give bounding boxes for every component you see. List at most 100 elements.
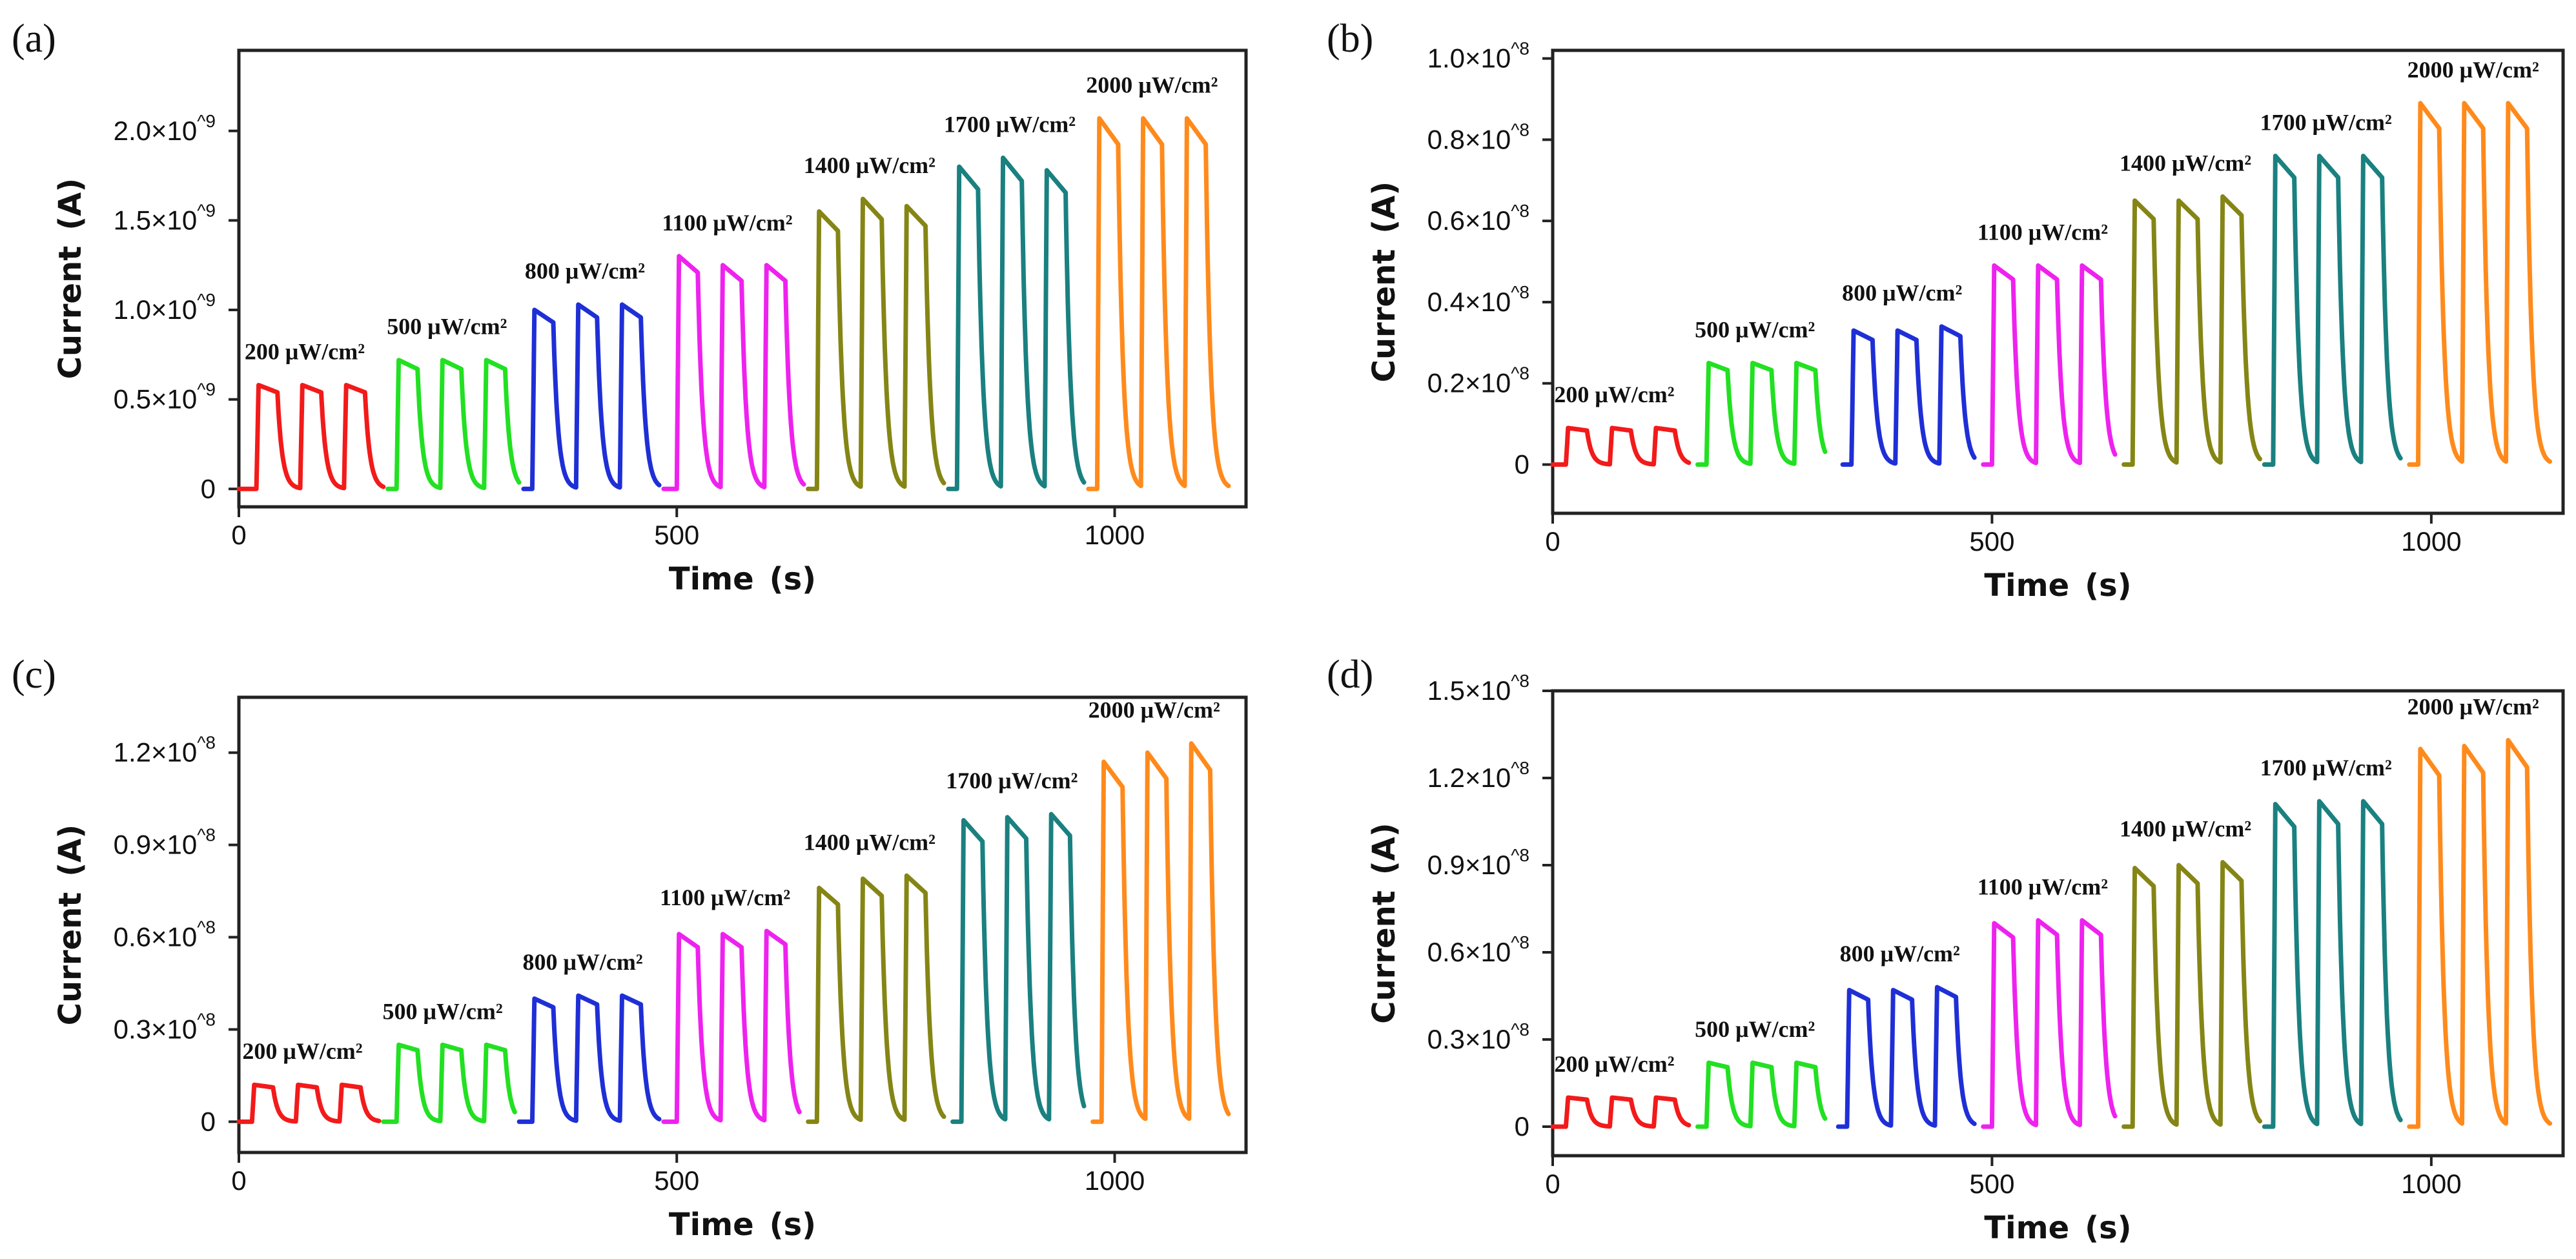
series-annotation-500: 500 μW/cm² bbox=[387, 314, 507, 340]
series-line-500 bbox=[1695, 360, 1828, 467]
series-line-500 bbox=[385, 358, 522, 491]
y-tick-label: 1.2×10^8 bbox=[1427, 758, 1529, 793]
x-tick-label: 1000 bbox=[1085, 1165, 1145, 1196]
series-annotation-1700: 1700 μW/cm² bbox=[944, 111, 1076, 137]
series-annotation-800: 800 μW/cm² bbox=[523, 949, 643, 975]
x-tick-label: 0 bbox=[1545, 526, 1560, 557]
y-tick-label: 1.0×10^9 bbox=[114, 290, 216, 325]
y-axis-title: Current (A) bbox=[52, 824, 88, 1025]
series-line-500 bbox=[381, 1042, 517, 1124]
series-line-200 bbox=[236, 1082, 382, 1124]
series-annotation-1100: 1100 μW/cm² bbox=[1978, 219, 2108, 245]
series-annotation-800: 800 μW/cm² bbox=[1840, 941, 1960, 967]
series-annotation-500: 500 μW/cm² bbox=[382, 998, 502, 1024]
series-line-2000 bbox=[2407, 101, 2553, 467]
series-annotation-1100: 1100 μW/cm² bbox=[1978, 874, 2108, 900]
y-tick-label: 0.3×10^8 bbox=[114, 1009, 216, 1044]
series-annotation-1100: 1100 μW/cm² bbox=[660, 885, 790, 910]
series-line-1100 bbox=[1981, 263, 2118, 467]
x-tick-label: 0 bbox=[231, 520, 246, 550]
series-annotation-2000: 2000 μW/cm² bbox=[1089, 697, 1220, 722]
series-line-1400 bbox=[806, 873, 946, 1124]
series-annotation-1400: 1400 μW/cm² bbox=[2120, 816, 2251, 842]
panel-label: (b) bbox=[1327, 17, 1373, 61]
series-line-1400 bbox=[806, 196, 946, 491]
y-tick-label: 0.4×10^8 bbox=[1427, 282, 1529, 317]
series-line-500 bbox=[1695, 1060, 1828, 1129]
series-line-2000 bbox=[1090, 741, 1231, 1124]
x-tick-label: 1000 bbox=[2401, 1169, 2461, 1199]
x-axis-title: Time (s) bbox=[1984, 1210, 2131, 1246]
plot-frame bbox=[237, 48, 1248, 509]
panel-label: (d) bbox=[1327, 653, 1373, 697]
series-annotation-2000: 2000 μW/cm² bbox=[2407, 57, 2539, 83]
plot-frame bbox=[1551, 48, 2565, 515]
x-tick-label: 1000 bbox=[2401, 526, 2461, 557]
x-axis-title: Time (s) bbox=[669, 561, 816, 597]
series-line-800 bbox=[521, 302, 662, 491]
series-line-800 bbox=[1840, 324, 1977, 467]
x-tick-label: 0 bbox=[1545, 1169, 1560, 1199]
series-annotation-1400: 1400 μW/cm² bbox=[804, 829, 935, 855]
series-annotation-800: 800 μW/cm² bbox=[1842, 280, 1962, 306]
y-tick-label: 0.5×10^9 bbox=[114, 380, 216, 415]
series-line-1700 bbox=[946, 155, 1087, 491]
series-line-2000 bbox=[2407, 738, 2553, 1129]
panel-a: (a) 0 500 1000 0 0.5×10^9 1.0×10^9 1.5×10^9 2.0×… bbox=[12, 17, 1248, 597]
panel-d: (d) 0 500 1000 0 0.3×10^8 0.6×10^8 0.9×10^8 1.2×… bbox=[1327, 653, 2565, 1246]
panel-c: (c) 0 500 1000 0 0.3×10^8 0.6×10^8 0.9×10^8 1.2×… bbox=[12, 653, 1248, 1243]
y-tick-label: 0 bbox=[1515, 1111, 1529, 1141]
series-annotation-2000: 2000 μW/cm² bbox=[1086, 72, 1218, 97]
series-line-200 bbox=[1550, 1095, 1692, 1129]
series-line-800 bbox=[1835, 985, 1977, 1129]
y-tick-label: 0.6×10^8 bbox=[114, 917, 216, 952]
series-line-1100 bbox=[1981, 918, 2118, 1129]
series-annotation-2000: 2000 μW/cm² bbox=[2407, 694, 2539, 720]
panel-b: (b) 0 500 1000 0 0.2×10^8 0.4×10^8 0.6×10^8 0.8×… bbox=[1327, 17, 2565, 604]
series-line-1700 bbox=[2262, 799, 2403, 1129]
series-line-1100 bbox=[661, 254, 806, 491]
series-annotation-500: 500 μW/cm² bbox=[1695, 316, 1815, 342]
panel-label: (a) bbox=[12, 17, 56, 61]
y-tick-label: 0 bbox=[1515, 449, 1529, 480]
y-tick-label: 0.8×10^8 bbox=[1427, 119, 1529, 154]
x-axis-title: Time (s) bbox=[669, 1207, 816, 1243]
series-line-200 bbox=[236, 383, 386, 491]
series-line-200 bbox=[1550, 425, 1692, 467]
series-annotation-500: 500 μW/cm² bbox=[1695, 1016, 1815, 1042]
y-tick-label: 0.6×10^8 bbox=[1427, 201, 1529, 236]
y-tick-label: 0.9×10^8 bbox=[114, 825, 216, 860]
x-axis-title: Time (s) bbox=[1984, 568, 2131, 604]
y-tick-label: 0.2×10^8 bbox=[1427, 363, 1529, 398]
y-tick-label: 0.6×10^8 bbox=[1427, 932, 1529, 967]
x-tick-label: 500 bbox=[654, 1165, 699, 1196]
series-annotation-1100: 1100 μW/cm² bbox=[662, 210, 792, 236]
y-tick-label: 0.9×10^8 bbox=[1427, 845, 1529, 880]
series-annotation-200: 200 μW/cm² bbox=[242, 1038, 362, 1064]
series-annotation-200: 200 μW/cm² bbox=[245, 338, 365, 364]
y-axis-title: Current (A) bbox=[52, 178, 88, 379]
y-tick-label: 1.5×10^9 bbox=[114, 200, 216, 235]
plot-frame bbox=[237, 695, 1248, 1154]
x-tick-label: 0 bbox=[231, 1165, 246, 1196]
series-line-1400 bbox=[2121, 860, 2262, 1129]
x-tick-label: 500 bbox=[1969, 526, 2014, 557]
y-tick-label: 0.3×10^8 bbox=[1427, 1019, 1529, 1054]
y-axis-title: Current (A) bbox=[1366, 823, 1402, 1023]
y-tick-label: 0 bbox=[201, 473, 216, 504]
series-annotation-1400: 1400 μW/cm² bbox=[804, 152, 935, 178]
series-line-2000 bbox=[1086, 116, 1231, 491]
series-line-1700 bbox=[950, 812, 1087, 1124]
series-line-1100 bbox=[661, 928, 802, 1124]
series-annotation-1700: 1700 μW/cm² bbox=[2260, 110, 2392, 136]
panel-label: (c) bbox=[12, 653, 56, 697]
y-tick-label: 1.2×10^8 bbox=[114, 733, 216, 768]
series-annotation-1400: 1400 μW/cm² bbox=[2120, 150, 2251, 176]
plot-frame bbox=[1551, 689, 2565, 1158]
y-tick-label: 1.0×10^8 bbox=[1427, 39, 1529, 74]
y-axis-title: Current (A) bbox=[1366, 181, 1402, 382]
series-line-1400 bbox=[2121, 194, 2262, 467]
x-tick-label: 500 bbox=[1969, 1169, 2014, 1199]
x-tick-label: 500 bbox=[654, 520, 699, 550]
